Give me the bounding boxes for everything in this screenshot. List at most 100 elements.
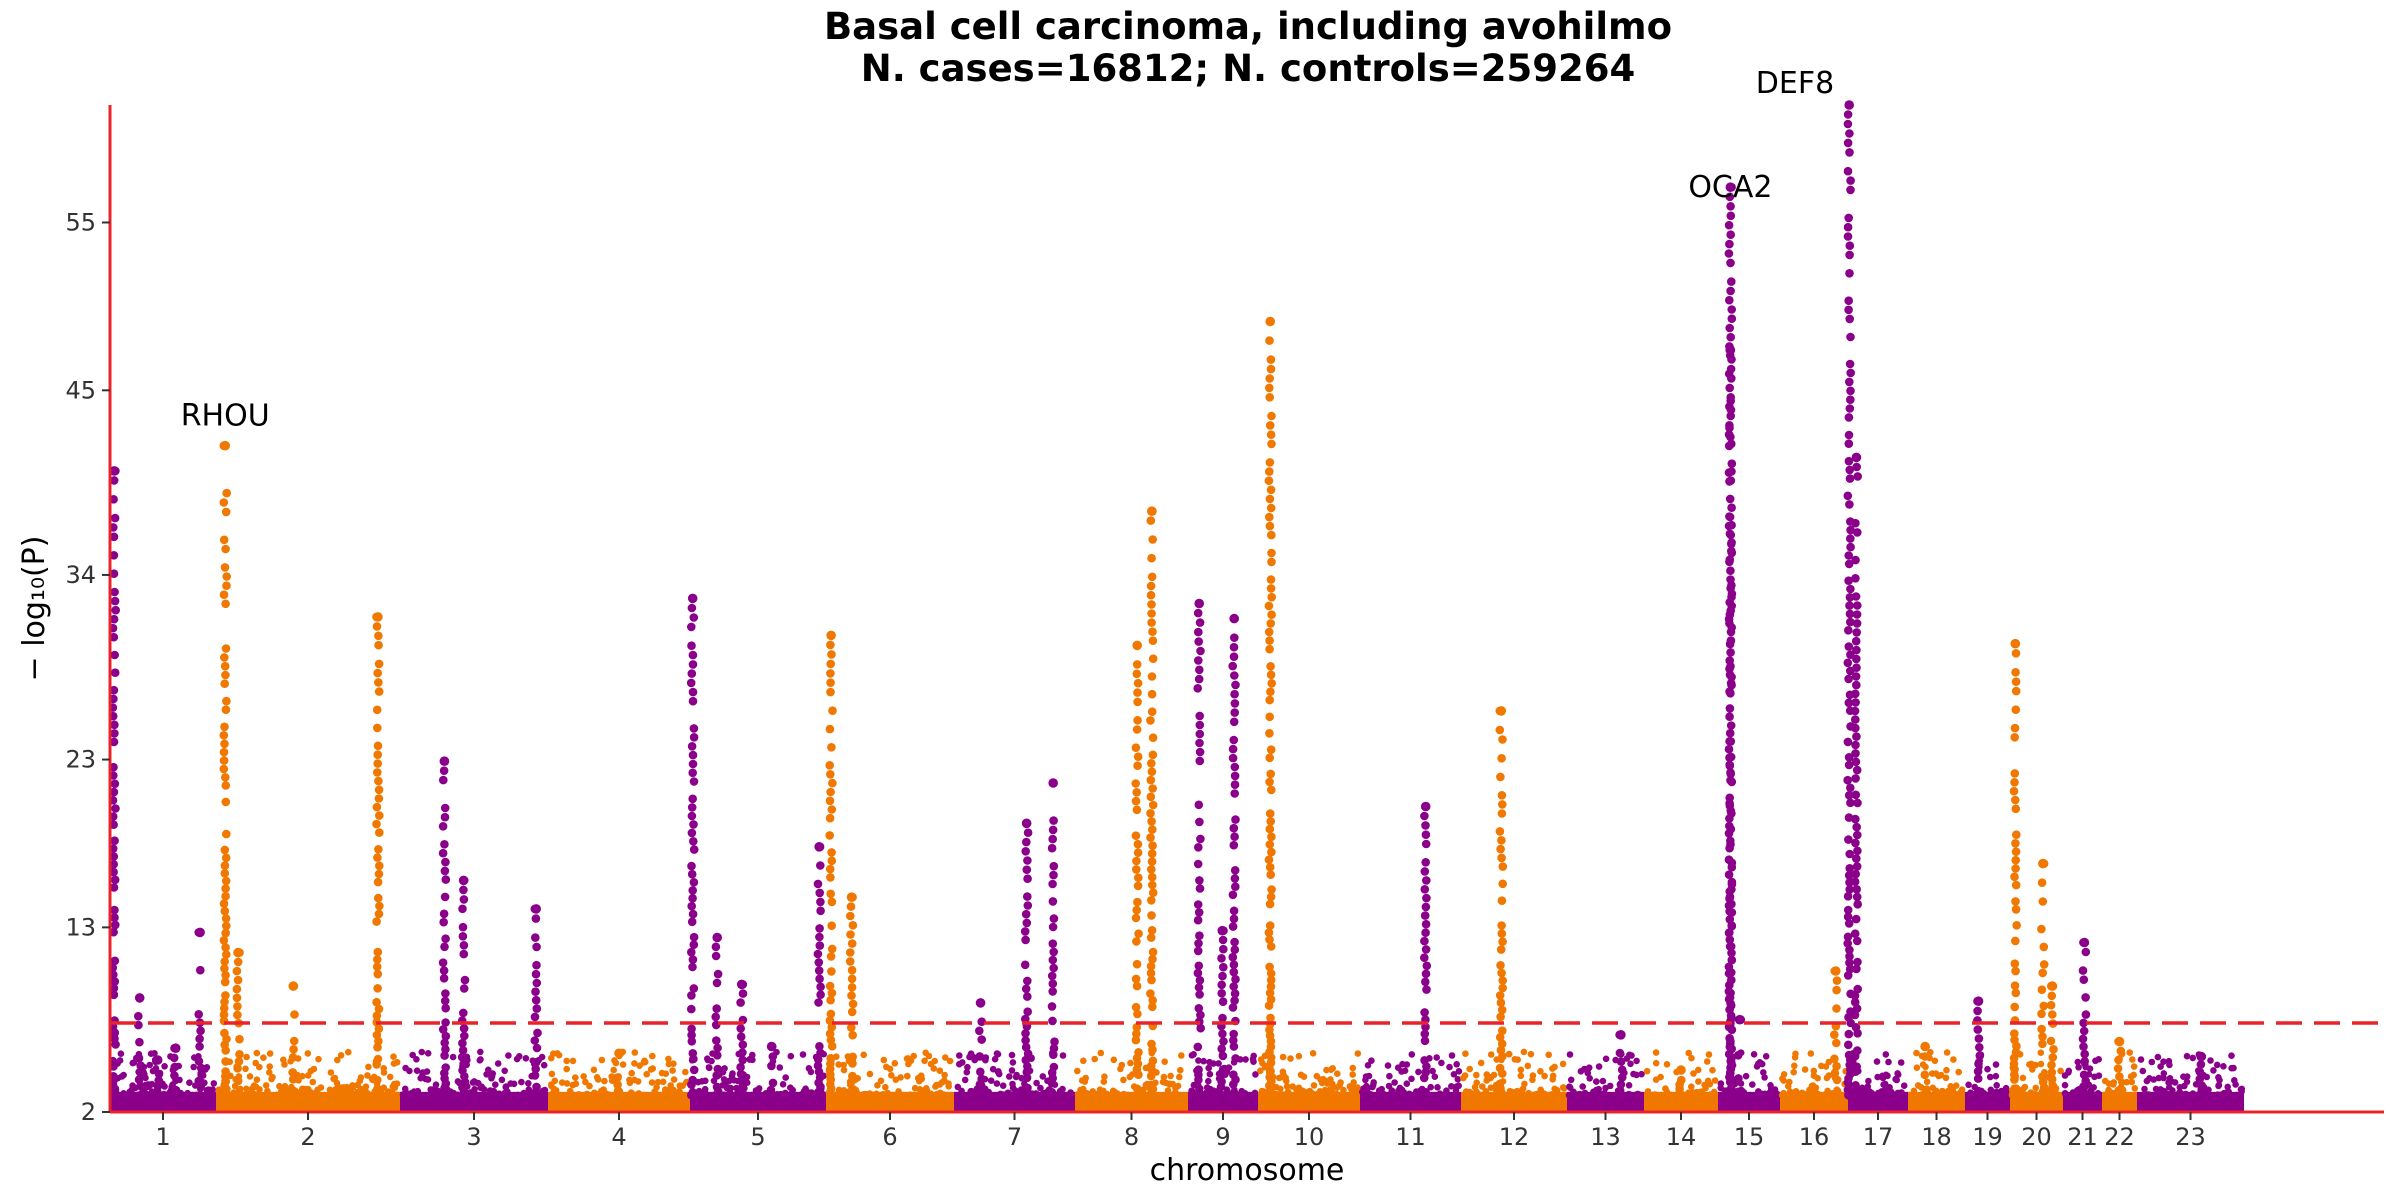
data-point — [1727, 592, 1736, 602]
peak-chr1 — [169, 1043, 181, 1100]
data-point — [2027, 1089, 2035, 1096]
data-point — [687, 641, 696, 650]
data-point — [1830, 1054, 1839, 1064]
data-point — [1266, 662, 1275, 671]
data-point — [1974, 1086, 1983, 1096]
peak-chr4 — [613, 1048, 625, 1095]
data-point — [2114, 1055, 2123, 1065]
peak-top-point — [195, 927, 205, 938]
data-point — [1843, 939, 1852, 948]
data-point — [233, 975, 243, 985]
x-tick-label: 6 — [882, 1123, 897, 1151]
peak-top-point — [736, 979, 747, 990]
data-point — [221, 1057, 230, 1066]
data-point — [539, 1087, 547, 1095]
data-point — [372, 802, 382, 812]
data-point — [847, 1023, 856, 1032]
data-point — [1676, 1090, 1685, 1100]
data-point — [1727, 1085, 1736, 1094]
data-point — [1851, 790, 1861, 800]
data-point — [848, 921, 858, 930]
data-point — [373, 1075, 382, 1085]
data-point — [1519, 1085, 1527, 1092]
data-point — [816, 1048, 825, 1058]
data-point — [712, 1071, 721, 1080]
data-point — [1133, 839, 1143, 849]
data-point — [2057, 1067, 2064, 1075]
data-point — [961, 1076, 969, 1084]
data-point — [882, 1083, 889, 1091]
data-point — [1403, 1080, 1411, 1087]
data-point — [2081, 947, 2091, 957]
peak-top-point — [1616, 1030, 1626, 1040]
data-point — [1727, 459, 1737, 469]
data-point — [2189, 1054, 2197, 1062]
data-point — [964, 1063, 971, 1071]
data-point — [2080, 1057, 2089, 1066]
data-point — [1851, 518, 1860, 528]
data-point — [2228, 1052, 2235, 1059]
data-point — [2046, 1036, 2056, 1046]
peak-chr3 — [530, 904, 542, 1100]
data-point — [2010, 1002, 2019, 1012]
data-point — [991, 1055, 999, 1063]
data-point — [563, 1080, 571, 1087]
data-point — [373, 955, 382, 964]
data-point — [628, 1091, 636, 1098]
data-point — [1059, 1052, 1067, 1059]
data-point — [1194, 983, 1204, 992]
data-point — [1148, 841, 1157, 850]
data-point — [438, 958, 448, 967]
data-point — [374, 785, 384, 795]
data-point — [779, 1081, 787, 1088]
peak-top-point — [826, 630, 836, 641]
data-point — [1039, 1073, 1047, 1080]
data-point — [1265, 824, 1275, 834]
data-point — [142, 1074, 149, 1082]
data-point — [1124, 1091, 1131, 1099]
data-point — [1496, 945, 1506, 954]
data-point — [136, 1061, 145, 1070]
data-point — [1727, 877, 1737, 887]
chromosome-10-points — [1257, 316, 1362, 1112]
data-point — [134, 1053, 144, 1063]
data-point — [1727, 921, 1736, 930]
x-tick-label: 13 — [1590, 1123, 1621, 1151]
data-point — [1846, 395, 1855, 405]
data-point — [2113, 1064, 2123, 1073]
data-point — [1538, 1091, 1546, 1099]
data-point — [232, 984, 242, 994]
data-point — [2215, 1074, 2222, 1081]
data-point — [1965, 1081, 1972, 1089]
data-point — [635, 1091, 642, 1098]
data-point — [687, 901, 696, 911]
data-point — [1231, 882, 1240, 891]
data-point — [712, 1082, 722, 1092]
data-point — [219, 1004, 229, 1013]
data-point — [669, 1067, 676, 1074]
data-point — [1957, 1089, 1964, 1096]
data-point — [580, 1073, 587, 1080]
data-point — [1843, 119, 1853, 129]
data-point — [1421, 945, 1431, 954]
data-point — [2159, 1090, 2166, 1098]
data-point — [1709, 1066, 1716, 1074]
data-point — [569, 1057, 577, 1065]
peak-top-point — [1725, 345, 1736, 355]
data-point — [1973, 1025, 1983, 1034]
data-point — [414, 1087, 422, 1095]
data-point — [1241, 1090, 1249, 1097]
data-point — [2079, 1042, 2088, 1051]
data-point — [1810, 1067, 1818, 1075]
data-point — [1818, 1062, 1825, 1070]
data-point — [1188, 1091, 1195, 1099]
data-point — [1973, 1074, 1983, 1083]
data-point — [1229, 642, 1239, 652]
data-point — [135, 1090, 145, 1100]
data-point — [808, 1089, 815, 1096]
data-point — [1165, 1091, 1172, 1099]
data-point — [688, 886, 697, 895]
data-point — [826, 659, 835, 669]
data-point — [1129, 1071, 1136, 1078]
data-point — [1727, 899, 1736, 909]
